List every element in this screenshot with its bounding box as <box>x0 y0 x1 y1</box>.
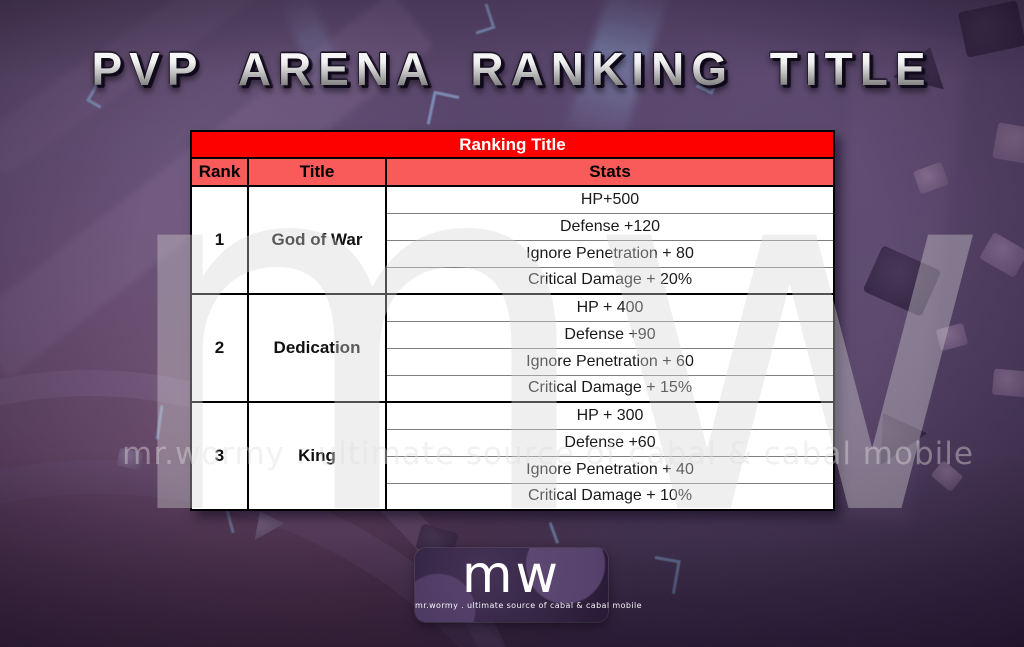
table-row: 2 Dedication HP + 400 <box>190 293 836 403</box>
table-row: 3 King HP + 300 <box>190 401 836 511</box>
site-logo-text: mw <box>461 545 562 605</box>
title-value: Dedication <box>247 293 387 403</box>
stat-value: Critical Damage + 10% <box>384 482 836 511</box>
table-title-row: Ranking Title <box>189 130 836 159</box>
table-row: Critical Damage + 20% <box>191 266 836 294</box>
table-row: 1 God of War HP+500 <box>190 185 836 295</box>
table-row: Critical Damage + 10% <box>191 482 836 511</box>
table-row: Ignore Penetration + 80 <box>191 239 836 267</box>
stat-value: Critical Damage + 15% <box>384 374 836 402</box>
stat-value: Ignore Penetration + 80 <box>384 239 836 267</box>
table-row: Defense +60 <box>191 428 836 456</box>
stat-value: HP + 400 <box>384 293 836 321</box>
column-header-rank: Rank <box>190 157 249 187</box>
rank-value: 2 <box>190 293 249 403</box>
table-row: Defense +120 <box>191 212 836 240</box>
site-logo: mw mr.wormy . ultimate source of cabal &… <box>415 545 642 622</box>
table-row: Defense +90 <box>191 320 836 348</box>
table-row: Ignore Penetration + 40 <box>191 455 836 483</box>
table-title: Ranking Title <box>189 130 836 159</box>
stat-value: Ignore Penetration + 40 <box>384 455 836 483</box>
table-row: Ignore Penetration + 60 <box>191 347 836 375</box>
column-header-stats: Stats <box>384 157 836 187</box>
stat-value: Critical Damage + 20% <box>384 266 836 294</box>
site-logo-tagline: mr.wormy . ultimate source of cabal & ca… <box>415 601 642 610</box>
stat-value: HP + 300 <box>384 401 836 429</box>
table-row: Critical Damage + 15% <box>191 374 836 402</box>
title-value: God of War <box>247 185 387 295</box>
stat-value: Defense +90 <box>384 320 836 348</box>
rank-value: 3 <box>190 401 249 511</box>
title-value: King <box>247 401 387 511</box>
page-title: PVP ARENA RANKING TITLE <box>0 42 1024 96</box>
stat-value: Ignore Penetration + 60 <box>384 347 836 375</box>
rank-value: 1 <box>190 185 249 295</box>
column-header-title: Title <box>247 157 387 187</box>
stat-value: Defense +120 <box>384 212 836 240</box>
stat-value: Defense +60 <box>384 428 836 456</box>
stat-value: HP+500 <box>384 185 836 213</box>
ranking-table: Ranking Title Rank Title Stats 1 God of … <box>189 130 836 511</box>
table-column-header-row: Rank Title Stats <box>190 157 836 187</box>
